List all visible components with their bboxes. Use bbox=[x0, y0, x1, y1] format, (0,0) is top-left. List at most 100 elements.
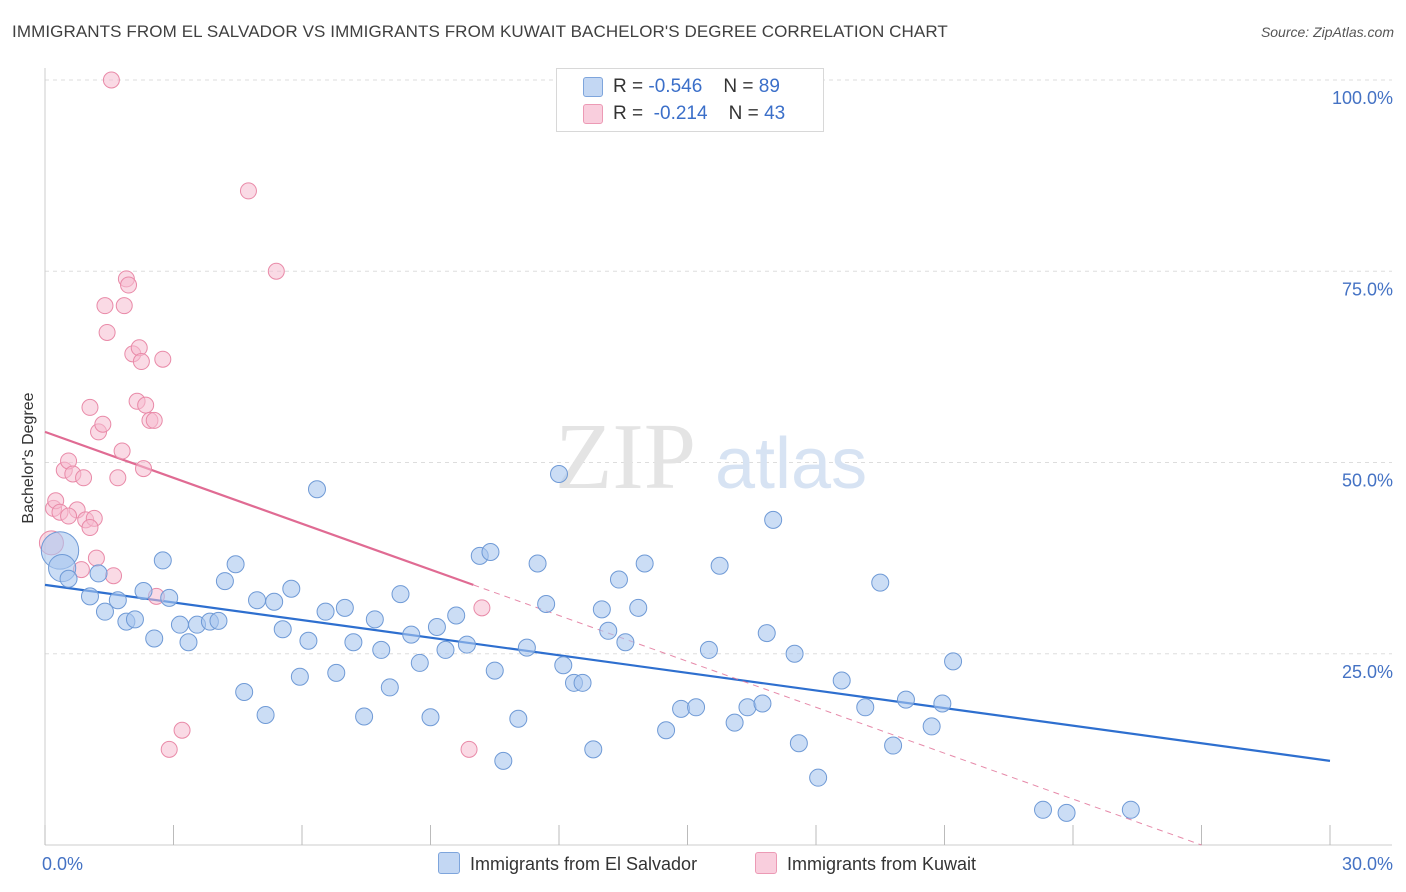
el-salvador-point bbox=[421, 708, 440, 727]
el-salvador-point bbox=[209, 611, 228, 630]
bottom-legend-label-el-salvador: Immigrants from El Salvador bbox=[470, 854, 698, 874]
el-salvador-point bbox=[481, 543, 500, 562]
el-salvador-point bbox=[125, 610, 144, 629]
el-salvador-point bbox=[757, 624, 776, 643]
el-salvador-point bbox=[944, 652, 963, 671]
el-salvador-point bbox=[599, 621, 618, 640]
el-salvador-point bbox=[145, 629, 164, 648]
legend-swatch-kuwait bbox=[583, 104, 603, 124]
el-salvador-point bbox=[687, 698, 706, 717]
el-salvador-point bbox=[550, 464, 568, 483]
el-salvador-point bbox=[355, 707, 374, 726]
el-salvador-point bbox=[509, 709, 528, 728]
kuwait-point bbox=[120, 276, 138, 294]
el-salvador-points bbox=[40, 464, 1140, 822]
kuwait-point bbox=[81, 398, 99, 416]
kuwait-point bbox=[98, 323, 116, 341]
x-tick-label-start: 0.0% bbox=[42, 854, 83, 874]
el-salvador-point bbox=[554, 656, 573, 675]
el-salvador-point bbox=[573, 673, 592, 692]
legend-r-value-el-salvador: -0.546 bbox=[648, 76, 703, 97]
el-salvador-point bbox=[89, 564, 108, 583]
el-salvador-point bbox=[215, 572, 234, 591]
x-tick-labels: 0.0% 30.0% bbox=[42, 854, 1393, 874]
bottom-legend-el-salvador: Immigrants from El Salvador bbox=[438, 852, 697, 875]
el-salvador-point bbox=[335, 598, 354, 617]
el-salvador-point bbox=[316, 602, 335, 621]
chart-title: IMMIGRANTS FROM EL SALVADOR VS IMMIGRANT… bbox=[12, 22, 948, 41]
y-tick-label: 50.0% bbox=[1342, 471, 1393, 491]
el-salvador-point bbox=[635, 554, 654, 573]
el-salvador-point bbox=[170, 615, 189, 634]
el-salvador-point bbox=[402, 625, 421, 644]
el-salvador-point bbox=[789, 734, 808, 753]
kuwait-point bbox=[267, 262, 285, 280]
el-salvador-point bbox=[447, 606, 466, 625]
el-salvador-point bbox=[365, 610, 384, 629]
el-salvador-point bbox=[226, 555, 245, 574]
el-salvador-point bbox=[896, 690, 915, 709]
el-salvador-point bbox=[410, 653, 429, 672]
kuwait-point bbox=[135, 460, 153, 478]
el-salvador-point bbox=[95, 602, 114, 621]
el-salvador-point bbox=[657, 721, 676, 740]
el-salvador-point bbox=[494, 751, 513, 770]
kuwait-point bbox=[160, 740, 178, 758]
el-salvador-point bbox=[160, 588, 179, 607]
y-tick-label: 25.0% bbox=[1342, 662, 1393, 682]
kuwait-point bbox=[105, 567, 123, 585]
kuwait-point bbox=[96, 297, 114, 315]
el-salvador-point bbox=[380, 678, 399, 697]
kuwait-trend-extension bbox=[473, 584, 1202, 846]
el-salvador-trend-line bbox=[44, 583, 1331, 762]
y-tick-label: 100.0% bbox=[1332, 88, 1393, 108]
el-salvador-point bbox=[629, 598, 648, 617]
kuwait-point bbox=[102, 71, 120, 89]
kuwait-point bbox=[115, 297, 133, 315]
el-salvador-point bbox=[427, 617, 446, 636]
el-salvador-point bbox=[832, 671, 851, 690]
el-salvador-point bbox=[265, 592, 284, 611]
kuwait-point bbox=[94, 415, 112, 433]
el-salvador-point bbox=[59, 569, 78, 588]
el-salvador-point bbox=[457, 635, 476, 654]
watermark-zip: ZIP bbox=[555, 405, 696, 509]
el-salvador-point bbox=[299, 631, 318, 650]
kuwait-point bbox=[154, 350, 172, 368]
el-salvador-point bbox=[282, 579, 301, 598]
kuwait-point bbox=[113, 442, 131, 460]
el-salvador-point bbox=[609, 570, 628, 589]
bottom-legend-kuwait: Immigrants from Kuwait bbox=[755, 852, 976, 875]
el-salvador-point bbox=[785, 644, 804, 663]
bottom-legend-label-kuwait: Immigrants from Kuwait bbox=[787, 854, 977, 874]
el-salvador-point bbox=[738, 698, 757, 717]
el-salvador-point bbox=[710, 556, 729, 575]
el-salvador-point bbox=[80, 587, 99, 606]
el-salvador-point bbox=[134, 582, 153, 601]
kuwait-point bbox=[137, 396, 155, 414]
kuwait-point bbox=[81, 519, 99, 537]
kuwait-point bbox=[109, 469, 127, 487]
el-salvador-point bbox=[616, 633, 635, 652]
kuwait-point bbox=[60, 507, 78, 525]
bottom-legend-swatch-kuwait bbox=[755, 852, 777, 874]
watermark-atlas: atlas bbox=[715, 424, 867, 504]
el-salvador-point bbox=[1057, 803, 1076, 822]
y-tick-label: 75.0% bbox=[1342, 279, 1393, 299]
el-salvador-point bbox=[584, 740, 603, 759]
kuwait-point bbox=[239, 182, 257, 200]
source-label: Source: ZipAtlas.com bbox=[1260, 24, 1394, 40]
el-salvador-point bbox=[344, 633, 363, 652]
el-salvador-point bbox=[699, 640, 718, 659]
legend-r-value-kuwait: -0.214 bbox=[653, 103, 708, 124]
el-salvador-point bbox=[528, 554, 547, 573]
kuwait-point bbox=[132, 353, 150, 371]
el-salvador-point bbox=[307, 480, 326, 499]
el-salvador-point bbox=[592, 600, 611, 619]
el-salvador-point bbox=[884, 736, 903, 755]
el-salvador-point bbox=[391, 585, 410, 604]
el-salvador-point bbox=[725, 713, 744, 732]
el-salvador-point bbox=[273, 620, 292, 639]
el-salvador-point bbox=[809, 768, 828, 787]
